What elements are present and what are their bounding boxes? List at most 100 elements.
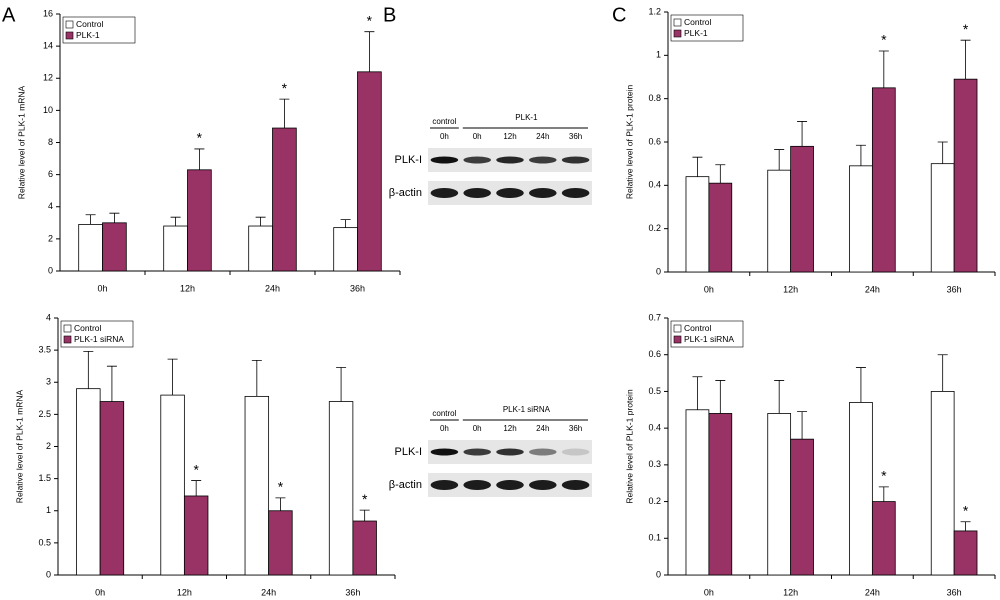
blot-band <box>529 188 557 198</box>
lane-label: 24h <box>536 424 549 433</box>
lane-label: 12h <box>503 424 516 433</box>
bar <box>268 510 293 576</box>
bar <box>930 391 955 576</box>
y-axis-label: Relative level of PLK-1 mRNA <box>14 389 24 503</box>
legend-label: Control <box>74 323 102 333</box>
lane-label: 12h <box>503 132 516 141</box>
lane-label: 0h <box>473 132 482 141</box>
legend-box <box>670 14 744 42</box>
bar <box>244 395 270 576</box>
y-axis-label: Relative level of PLK-1 protein <box>624 389 634 504</box>
error-bar <box>715 164 726 184</box>
blot-band <box>430 188 459 198</box>
significance: * <box>282 80 288 96</box>
y-tick-label: 0 <box>46 569 51 579</box>
legend-label: PLK-1 siRNA <box>684 334 734 344</box>
error-bar <box>279 98 290 129</box>
panel-label: C <box>612 4 626 26</box>
error-bar <box>255 216 266 227</box>
legend-box <box>60 320 134 348</box>
x-tick-label: 12h <box>783 284 798 294</box>
legend-swatch <box>673 335 682 344</box>
x-tick-label: 0h <box>704 587 714 597</box>
blot-band <box>430 480 459 490</box>
y-tick-label: 0.1 <box>648 533 661 543</box>
y-tick-label: 0.2 <box>648 223 661 233</box>
bar <box>767 413 792 576</box>
blot-group-label: PLK-1 <box>515 113 538 122</box>
bar <box>187 169 212 272</box>
bar <box>767 169 792 273</box>
bar <box>76 388 101 576</box>
x-tick-label: 12h <box>177 587 192 597</box>
x-tick-label: 36h <box>345 587 360 597</box>
error-bar <box>359 509 370 522</box>
blot-band <box>496 156 524 164</box>
bar <box>328 401 354 576</box>
y-tick-label: 1 <box>46 505 51 515</box>
bar <box>272 127 297 272</box>
error-bar <box>960 39 971 80</box>
blot-band <box>529 448 557 456</box>
error-bar <box>83 351 94 389</box>
bar <box>685 409 710 576</box>
bar <box>352 520 377 576</box>
significance: * <box>278 479 284 495</box>
bar <box>708 413 733 576</box>
legend-label: PLK-1 <box>684 28 708 38</box>
blot-group-label: PLK-1 siRNA <box>503 405 551 414</box>
legend-swatch <box>673 18 682 27</box>
y-tick-label: 14 <box>43 41 53 51</box>
y-axis-label: Relative level of PLK-1 mRNA <box>16 85 26 199</box>
blot-control-label: control <box>432 117 456 126</box>
y-tick-label: 0 <box>656 266 661 276</box>
blot-band <box>561 448 590 456</box>
y-tick-label: 1.5 <box>38 473 51 483</box>
bar <box>849 165 873 273</box>
lane-label: 36h <box>569 424 582 433</box>
error-bar <box>774 149 785 171</box>
y-tick-label: 1 <box>656 50 661 60</box>
y-tick-label: 2.5 <box>38 409 51 419</box>
y-tick-label: 3.5 <box>38 345 51 355</box>
blot-band <box>561 480 590 490</box>
bar <box>790 438 814 576</box>
legend-label: PLK-1 siRNA <box>74 334 124 344</box>
error-bar <box>109 212 120 223</box>
y-tick-label: 12 <box>43 73 53 83</box>
blot-row-label: PLK-I <box>394 154 422 166</box>
bar <box>160 394 185 576</box>
error-bar <box>106 365 117 402</box>
error-bar <box>878 50 889 88</box>
x-tick-label: 24h <box>265 283 280 293</box>
blot-band <box>529 156 557 164</box>
error-bar <box>774 380 785 414</box>
bar <box>871 501 896 576</box>
panel-label: B <box>383 4 396 26</box>
error-bar <box>692 156 703 177</box>
bar <box>685 176 710 273</box>
significance: * <box>881 32 887 48</box>
legend-label: Control <box>684 323 712 333</box>
y-tick-label: 0.6 <box>648 136 661 146</box>
lane-label: 24h <box>536 132 549 141</box>
error-bar <box>937 141 948 164</box>
bar <box>357 71 382 272</box>
y-tick-label: 4 <box>48 201 53 211</box>
legend-swatch <box>63 324 72 333</box>
blot-band <box>463 480 491 490</box>
y-tick-label: 0.5 <box>648 386 661 396</box>
y-tick-label: 0.6 <box>648 349 661 359</box>
y-axis-label: Relative level of PLK-1 protein <box>624 85 634 200</box>
y-tick-label: 2 <box>48 233 53 243</box>
blot-band <box>496 480 524 490</box>
error-bar <box>170 216 181 227</box>
bar <box>183 495 209 576</box>
y-tick-label: 0.5 <box>38 537 51 547</box>
lane-label: 0h <box>440 424 449 433</box>
legend-swatch <box>65 20 74 29</box>
y-tick-label: 1.2 <box>648 6 661 16</box>
y-tick-label: 0.7 <box>648 312 661 322</box>
error-bar <box>275 497 286 511</box>
legend-swatch <box>673 29 682 38</box>
